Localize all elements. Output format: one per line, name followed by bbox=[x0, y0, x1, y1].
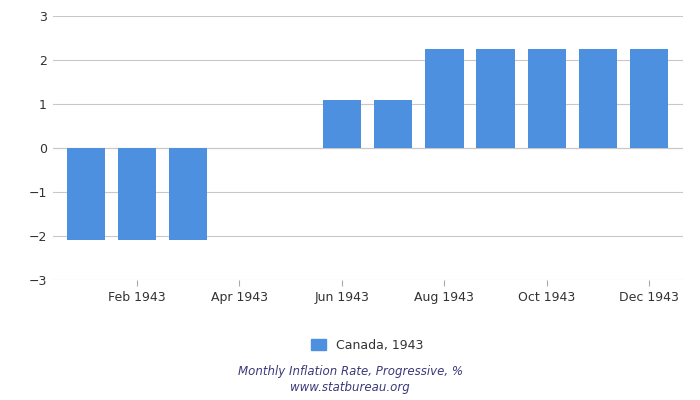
Text: Monthly Inflation Rate, Progressive, %: Monthly Inflation Rate, Progressive, % bbox=[237, 365, 463, 378]
Bar bbox=[528, 49, 566, 148]
Bar bbox=[374, 100, 412, 148]
Bar bbox=[425, 49, 463, 148]
Legend: Canada, 1943: Canada, 1943 bbox=[307, 334, 428, 357]
Bar bbox=[118, 148, 156, 240]
Text: www.statbureau.org: www.statbureau.org bbox=[290, 381, 410, 394]
Bar bbox=[169, 148, 207, 240]
Bar bbox=[323, 100, 361, 148]
Bar bbox=[579, 49, 617, 148]
Bar bbox=[66, 148, 105, 240]
Bar bbox=[630, 49, 668, 148]
Bar bbox=[476, 49, 514, 148]
